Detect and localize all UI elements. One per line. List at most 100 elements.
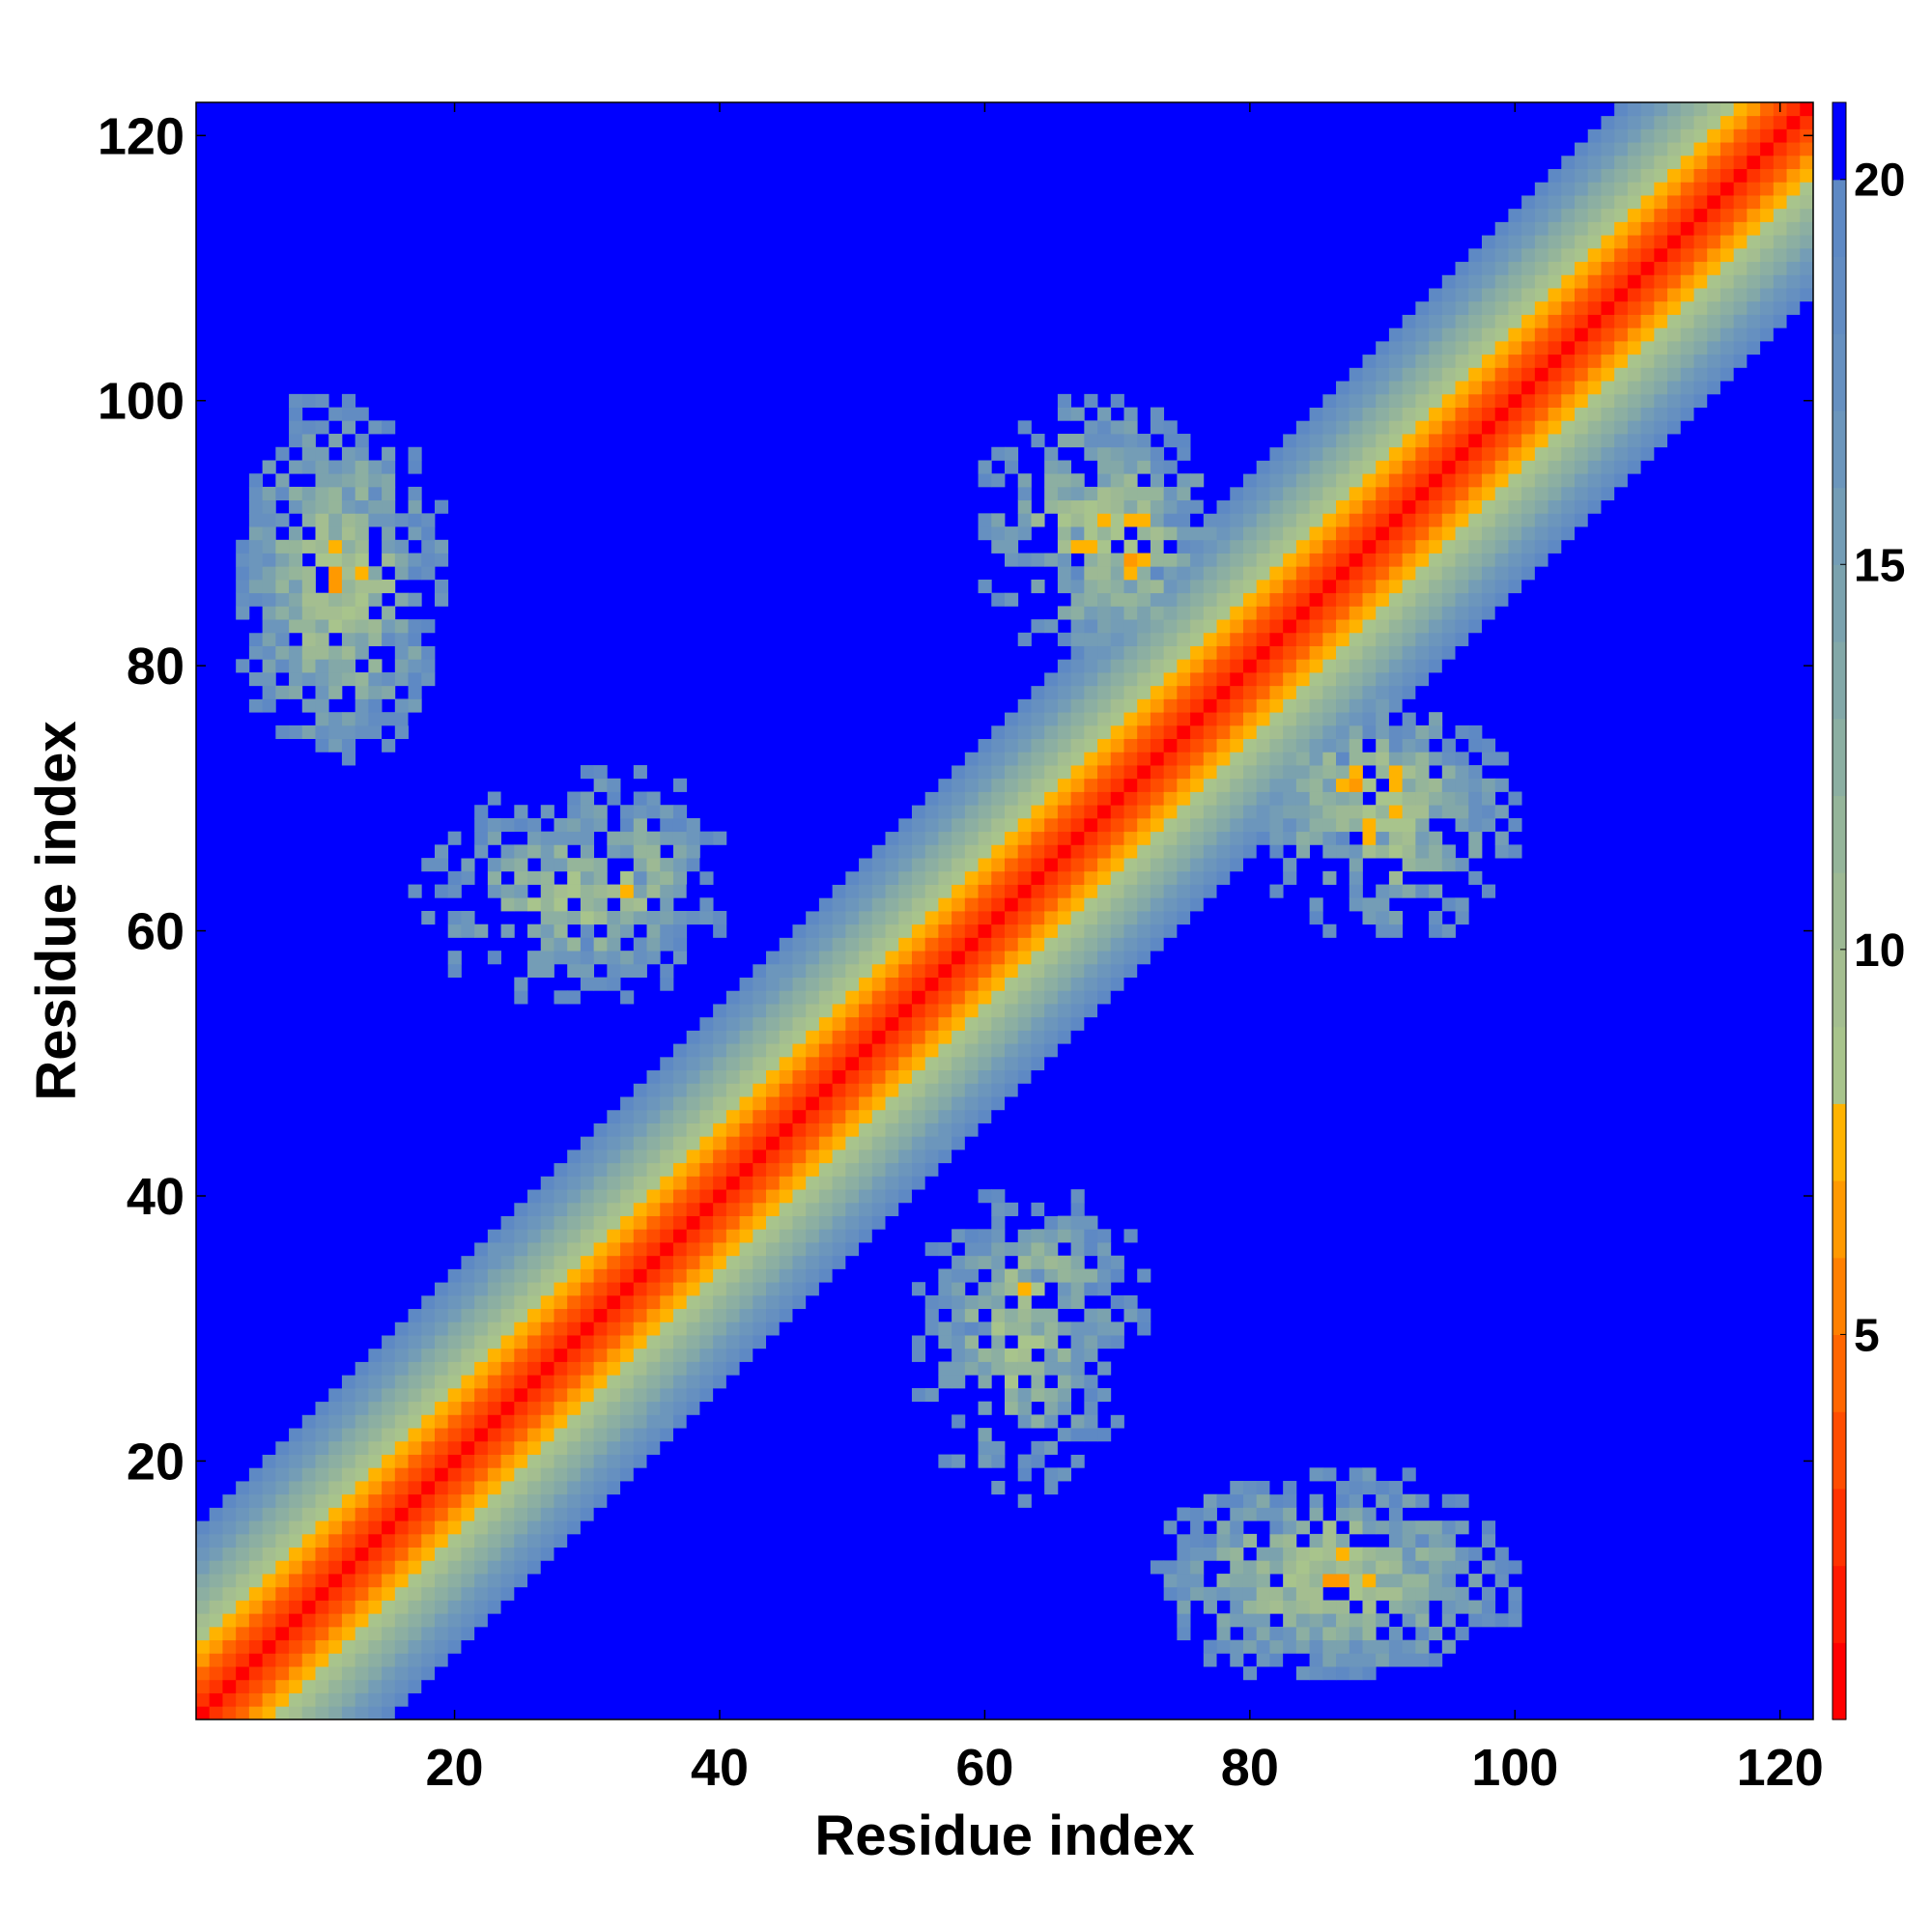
heatmap-cell: [1388, 446, 1404, 461]
heatmap-cell: [554, 1255, 568, 1269]
heatmap-cell: [1481, 247, 1496, 263]
heatmap-cell: [1376, 434, 1390, 448]
heatmap-cell: [1601, 235, 1615, 249]
heatmap-cell: [408, 1639, 422, 1654]
heatmap-cell: [474, 1586, 489, 1601]
heatmap-cell: [1242, 606, 1258, 620]
heatmap-cell: [593, 1202, 608, 1216]
heatmap-cell: [1441, 1586, 1456, 1601]
heatmap-cell: [1070, 486, 1085, 501]
heatmap-cell: [832, 977, 846, 991]
heatmap-cell: [408, 1361, 422, 1376]
heatmap-cell: [368, 1666, 383, 1681]
heatmap-cell: [500, 1533, 515, 1548]
heatmap-cell: [686, 1109, 700, 1123]
heatmap-cell: [1044, 1229, 1059, 1243]
heatmap-cell: [1627, 300, 1642, 315]
heatmap-cell: [328, 434, 343, 448]
heatmap-cell: [1429, 606, 1443, 620]
colorbar-bin: [1833, 256, 1846, 334]
heatmap-cell: [1508, 553, 1522, 567]
heatmap-cell: [262, 513, 276, 527]
heatmap-cell: [686, 1122, 700, 1137]
heatmap-cell: [1494, 499, 1509, 514]
heatmap-cell: [1044, 1335, 1059, 1350]
heatmap-cell: [871, 1149, 886, 1164]
heatmap-cell: [368, 672, 383, 687]
heatmap-cell: [1123, 724, 1138, 740]
heatmap-cell: [1455, 274, 1469, 289]
heatmap-cell: [607, 1440, 621, 1455]
heatmap-cell: [713, 1083, 727, 1097]
heatmap-cell: [1601, 314, 1615, 328]
heatmap-cell: [421, 1626, 436, 1641]
heatmap-cell: [328, 1586, 343, 1601]
heatmap-cell: [952, 1030, 966, 1044]
heatmap-cell: [1587, 288, 1602, 302]
heatmap-cell: [1097, 473, 1112, 488]
heatmap-cell: [898, 1162, 913, 1177]
heatmap-cell: [1376, 499, 1390, 514]
heatmap-cell: [382, 473, 396, 488]
heatmap-cell: [1044, 1043, 1059, 1058]
heatmap-cell: [1230, 645, 1244, 660]
heatmap-cell: [1070, 858, 1085, 872]
heatmap-cell: [408, 619, 422, 634]
heatmap-cell: [500, 923, 515, 938]
heatmap-cell: [394, 1560, 409, 1575]
heatmap-cell: [1494, 221, 1509, 236]
heatmap-cell: [1521, 526, 1536, 541]
heatmap-cell: [1123, 672, 1138, 687]
heatmap-cell: [1575, 367, 1589, 382]
heatmap-cell: [1242, 817, 1258, 833]
heatmap-cell: [1057, 1215, 1072, 1230]
heatmap-cell: [1203, 526, 1217, 541]
heatmap-cell: [672, 1335, 688, 1350]
heatmap-cell: [580, 1440, 595, 1455]
heatmap-cell: [633, 1109, 647, 1123]
heatmap-cell: [1508, 446, 1522, 461]
heatmap-cell: [1216, 1639, 1231, 1654]
heatmap-cell: [1269, 712, 1284, 726]
heatmap-cell: [394, 566, 409, 581]
heatmap-cell: [1269, 1600, 1284, 1614]
heatmap-cell: [1429, 1520, 1443, 1535]
heatmap-cell: [1534, 526, 1548, 541]
heatmap-cell: [991, 1030, 1006, 1044]
heatmap-cell: [301, 1467, 316, 1482]
heatmap-cell: [938, 911, 952, 925]
heatmap-cell: [394, 1361, 409, 1376]
heatmap-cell: [1216, 1574, 1231, 1588]
heatmap-cell: [978, 1361, 992, 1376]
heatmap-cell: [1575, 381, 1589, 395]
heatmap-cell: [911, 1043, 926, 1058]
heatmap-cell: [607, 1096, 621, 1111]
heatmap-cell: [196, 1692, 211, 1707]
heatmap-cell: [672, 1056, 688, 1071]
heatmap-cell: [1415, 1560, 1430, 1575]
heatmap-cell: [1216, 619, 1231, 634]
heatmap-cell: [1601, 381, 1615, 395]
heatmap-cell: [1031, 724, 1045, 740]
heatmap-cell: [1031, 1361, 1045, 1376]
colorbar-bin: [1833, 179, 1846, 258]
heatmap-cell: [1575, 314, 1589, 328]
heatmap-cell: [1322, 486, 1337, 501]
heatmap-cell: [262, 592, 276, 607]
heatmap-cell: [1336, 1547, 1350, 1561]
heatmap-cell: [1269, 672, 1284, 687]
heatmap-cell: [1177, 1507, 1191, 1521]
heatmap-cell: [474, 1547, 489, 1561]
heatmap-cell: [633, 1136, 647, 1151]
heatmap-cell: [1322, 923, 1337, 938]
heatmap-cell: [1084, 1282, 1098, 1296]
heatmap-cell: [686, 1215, 700, 1230]
heatmap-cells: [196, 102, 1814, 1720]
heatmap-cell: [1005, 778, 1019, 792]
heatmap-cell: [1336, 672, 1350, 687]
heatmap-cell: [1283, 1560, 1297, 1575]
heatmap-cell: [1521, 420, 1536, 435]
heatmap-cell: [248, 1666, 264, 1681]
heatmap-cell: [1429, 526, 1443, 541]
heatmap-cell: [540, 1215, 554, 1230]
